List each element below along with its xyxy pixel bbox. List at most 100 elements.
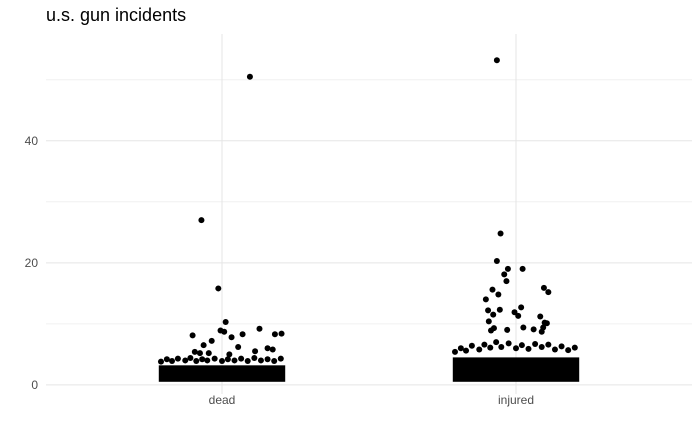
data-point [490,325,497,332]
data-point [503,278,510,285]
data-point [252,348,259,355]
data-point [235,344,242,351]
data-point [504,265,511,272]
data-point [513,345,519,352]
data-point [199,356,206,363]
data-point [221,328,228,335]
data-point [530,326,537,333]
data-point [565,347,572,354]
data-point [489,286,496,293]
data-point [497,230,504,237]
data-point [174,355,181,362]
data-point [277,355,284,362]
data-point [224,356,231,363]
data-point [163,356,170,363]
data-point [215,285,222,292]
data-point [571,344,578,351]
data-point [193,358,200,365]
dense-point-bands [157,339,580,382]
data-point [538,328,545,335]
x-tick-label: injured [498,393,534,407]
data-point [540,284,547,291]
data-point [204,357,211,364]
data-point [257,357,264,364]
data-point [271,331,278,338]
data-point [264,345,271,352]
data-point [189,332,196,339]
data-point [501,271,508,278]
data-point [271,358,278,365]
data-point [208,337,215,344]
data-point [485,318,492,325]
data-point [519,265,526,272]
data-point [256,325,263,332]
chart-title: u.s. gun incidents [46,5,187,25]
data-point [251,355,258,361]
grid-minor-lines [46,79,692,325]
y-tick-label: 40 [25,134,39,148]
data-point [493,257,500,264]
data-point [246,73,253,80]
data-point [198,217,205,224]
data-point [518,342,525,349]
data-point [222,319,229,325]
data-point [182,357,189,364]
data-point [228,334,235,341]
data-point [545,341,552,348]
data-point [264,356,271,363]
data-point [487,344,494,351]
data-point [457,345,464,352]
data-point [191,348,198,355]
data-point [498,344,505,351]
data-point [219,358,225,365]
data-point [244,358,251,365]
data-point [476,346,483,353]
data-point [495,291,502,298]
data-point [558,343,565,350]
data-point [532,340,539,347]
data-point [211,355,218,362]
data-point [493,57,500,64]
data-point [518,304,525,311]
data-point [463,347,470,354]
data-point [269,346,276,353]
dense-band-injured [452,357,580,382]
data-point [451,348,458,355]
data-point [226,351,233,358]
data-point [520,324,527,331]
x-tick-label: dead [209,393,236,407]
data-point [205,350,212,357]
data-point [157,358,164,365]
data-point [541,319,548,326]
data-point [239,331,246,338]
data-point [169,358,176,365]
data-point [496,306,503,313]
y-tick-label: 0 [31,378,38,392]
data-point [485,307,492,314]
data-point [278,330,285,337]
data-point [493,339,500,346]
y-tick-label: 20 [25,256,39,270]
data-point [538,344,545,351]
grid-major-lines [46,34,692,394]
data-points [189,57,552,358]
dense-band-dead [158,365,286,382]
data-point [482,296,489,303]
data-point [545,289,552,296]
data-point [238,355,245,362]
data-point [504,326,511,333]
y-axis-tick-labels: 0 20 40 [25,134,39,392]
data-point [515,312,522,319]
data-point [481,341,488,348]
data-point [537,313,544,320]
data-point [187,355,194,361]
data-point [525,345,532,352]
data-point [196,350,203,357]
data-point [468,342,475,349]
x-axis-tick-labels: dead injured [209,393,534,407]
data-point [551,346,558,353]
data-point [490,311,497,318]
data-point [511,309,518,316]
data-point [231,357,238,364]
